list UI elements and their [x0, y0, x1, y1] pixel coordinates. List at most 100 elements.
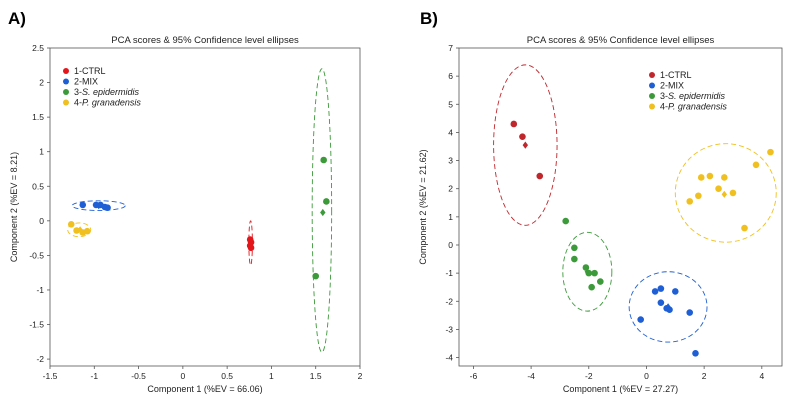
- panel-a-series-1: [246, 220, 255, 266]
- panel-b: B) PCA scores & 95% Confidence level elli…: [418, 9, 783, 394]
- panel-b-y-tick-label: 4: [448, 127, 453, 137]
- panel-b-legend-entry: 1-CTRL: [660, 70, 692, 80]
- panel-a-score-point: [83, 227, 91, 235]
- panel-b-score-point: [588, 283, 595, 291]
- panel-a-x-tick-label: 1: [269, 371, 274, 381]
- panel-a-legend-marker: [63, 68, 69, 74]
- panel-a-legend-entry: 4-P. granadensis: [74, 98, 141, 108]
- panel-b-score-point: [671, 288, 679, 295]
- panel-b-x-tick-label: -4: [527, 371, 535, 381]
- panel-b-y-tick-label: 1: [448, 212, 453, 222]
- panel-b-score-point: [715, 185, 722, 193]
- panel-b-centroid-marker: [522, 141, 529, 149]
- panel-a-centroid-marker: [77, 226, 83, 234]
- panel-b-score-point: [571, 244, 578, 252]
- panel-b-label: B): [420, 9, 438, 28]
- panel-a-confidence-ellipse: [67, 222, 92, 238]
- panel-b-score-point: [510, 120, 518, 128]
- panel-b-y-tick-label: 5: [448, 99, 453, 109]
- panel-b-legend-marker: [649, 82, 655, 89]
- panel-a-centroid-marker: [320, 208, 326, 217]
- panel-a-y-tick-label: 0: [39, 216, 44, 226]
- panel-a-legend-marker: [63, 99, 69, 106]
- panel-b-score-point: [697, 174, 705, 181]
- panel-b-series-1: [493, 64, 558, 226]
- panel-b-score-point: [591, 269, 598, 277]
- panel-b-confidence-ellipse: [628, 271, 708, 343]
- panel-a-y-tick-label: 2: [39, 78, 44, 88]
- panel-b-score-point: [729, 189, 737, 197]
- panel-b-x-tick-label: 4: [759, 371, 764, 381]
- panel-b-plot-frame: [458, 47, 783, 367]
- panel-a-x-tick-label: -1.5: [43, 371, 58, 381]
- panel-a-x-tick-label: 1.5: [310, 371, 322, 381]
- panel-a-y-tick-label: -0.5: [29, 250, 44, 260]
- panel-a-centroid-marker: [96, 202, 102, 210]
- panel-b-legend-entry: 4-P. granadensis: [660, 102, 727, 112]
- panel-a-series-4: [67, 220, 92, 238]
- panel-a-y-axis-label: Component 2 (%EV = 8.21): [9, 152, 19, 262]
- panel-b-x-tick-label: 2: [702, 371, 707, 381]
- panel-b-legend-entry: 2-MIX: [660, 81, 684, 91]
- panel-a-centroid-marker: [247, 239, 254, 247]
- panel-b-confidence-ellipse: [493, 64, 558, 226]
- panel-b-score-point: [519, 133, 526, 140]
- panel-a-x-tick-label: 2: [358, 371, 363, 381]
- panel-b-score-point: [657, 285, 665, 292]
- panel-a-y-tick-label: -2: [36, 354, 44, 364]
- panel-b-y-tick-label: -2: [445, 296, 453, 306]
- panel-b-score-point: [686, 309, 694, 316]
- panel-a-x-tick-label: -1: [91, 371, 99, 381]
- panel-b-legend-marker: [649, 72, 655, 78]
- panel-a-score-point: [79, 201, 87, 209]
- panel-b-series-4: [674, 143, 777, 243]
- panel-b-score-point: [767, 148, 774, 156]
- panel-b-y-tick-label: -1: [445, 268, 453, 278]
- panel-a-x-tick-label: 0.5: [221, 371, 233, 381]
- panel-b-centroid-marker: [721, 190, 728, 198]
- panel-b-y-tick-label: 0: [448, 240, 453, 250]
- panel-a-score-point: [247, 244, 255, 252]
- panel-a-y-tick-label: 2.5: [32, 43, 44, 53]
- panel-a-series-3: [311, 68, 333, 353]
- panel-b-series-2: [628, 271, 708, 357]
- panel-b-x-tick-label: 0: [644, 371, 649, 381]
- panel-a-y-tick-label: -1: [36, 285, 44, 295]
- panel-a-score-point: [104, 204, 111, 211]
- panel-b-score-point: [692, 350, 699, 357]
- panel-b-score-point: [536, 172, 544, 180]
- panel-a-score-point: [323, 198, 330, 205]
- panel-a-label: A): [8, 9, 26, 28]
- panel-a-y-tick-label: -1.5: [29, 320, 44, 330]
- panel-b-score-point: [562, 217, 570, 225]
- panel-a-score-point: [320, 156, 327, 164]
- panel-b-y-tick-label: -4: [445, 353, 453, 363]
- panel-b-y-tick-label: -3: [445, 324, 453, 334]
- panel-b-score-point: [637, 316, 644, 323]
- panel-a-x-tick-label: 0: [180, 371, 185, 381]
- panel-a-plot-frame: [49, 47, 361, 367]
- panel-b-confidence-ellipse: [674, 143, 777, 243]
- panel-b-centroid-marker: [584, 268, 591, 276]
- panel-b-y-tick-label: 2: [448, 184, 453, 194]
- panel-b-score-point: [695, 192, 702, 200]
- panel-a-legend-entry: 1-CTRL: [74, 66, 106, 76]
- panel-b-score-point: [686, 198, 694, 205]
- panel-b-y-tick-label: 7: [448, 43, 453, 53]
- panel-a-score-point: [67, 220, 75, 228]
- panel-b-series-3: [562, 217, 613, 312]
- panel-b-y-tick-label: 6: [448, 71, 453, 81]
- panel-b-score-point: [721, 174, 728, 181]
- panel-b-score-point: [741, 224, 748, 232]
- panel-a-legend-marker: [63, 89, 69, 95]
- panel-b-legend-marker: [649, 103, 655, 110]
- panel-a-x-axis-label: Component 1 (%EV = 66.06): [147, 384, 262, 394]
- panel-b-confidence-ellipse: [562, 231, 613, 312]
- panel-b-title: PCA scores & 95% Confidence level ellips…: [527, 35, 715, 46]
- panel-a-legend-marker: [63, 78, 69, 85]
- panel-a: A) PCA scores & 95% Confidence level elli…: [8, 9, 363, 394]
- panel-a-x-tick-label: -0.5: [131, 371, 146, 381]
